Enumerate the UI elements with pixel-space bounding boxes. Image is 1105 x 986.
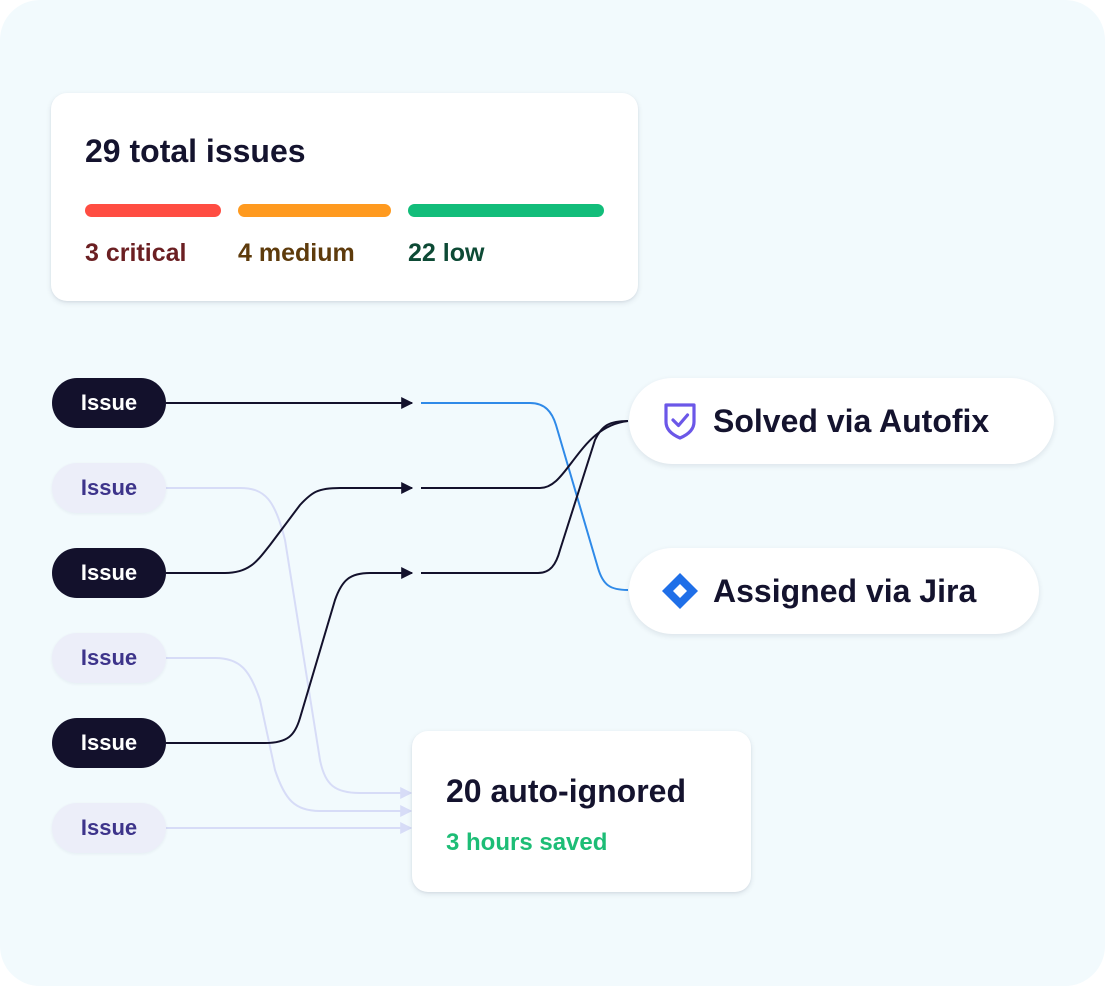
flow-middle-to-autofix-2: [421, 420, 629, 574]
severity-low-bar: [408, 204, 604, 217]
severity-critical: 3 critical: [85, 204, 221, 268]
flow-issue-5-to-middle: [166, 567, 414, 744]
severity-low: 22 low: [408, 204, 604, 268]
issue-pill-2[interactable]: Issue: [52, 463, 166, 513]
jira-diamond-icon: [660, 571, 700, 611]
flow-issue-2-to-ignored: [166, 487, 413, 799]
issue-summary-card: 29 total issues 3 critical 4 medium 22 l…: [51, 93, 638, 301]
outcome-jira-label: Assigned via Jira: [713, 572, 977, 609]
severity-critical-label: 3 critical: [85, 239, 187, 267]
severity-critical-bar: [85, 204, 221, 217]
time-saved-label: 3 hours saved: [446, 829, 608, 856]
flow-middle-to-autofix-1: [421, 420, 629, 489]
outcome-autofix-label: Solved via Autofix: [713, 402, 990, 439]
flow-issue-3-to-middle: [166, 482, 414, 574]
severity-medium-bar: [238, 204, 391, 217]
flow-middle-to-jira: [421, 402, 629, 591]
issue-pill-4[interactable]: Issue: [52, 633, 166, 683]
severity-low-label: 22 low: [408, 239, 485, 267]
issue-pill-1[interactable]: Issue: [52, 378, 166, 428]
shield-check-icon: [660, 401, 700, 441]
issue-pill-6[interactable]: Issue: [52, 803, 166, 853]
severity-medium: 4 medium: [238, 204, 391, 268]
flow-issue-4-to-ignored: [166, 657, 413, 817]
severity-medium-label: 4 medium: [238, 239, 355, 267]
auto-ignored-card: 20 auto-ignored 3 hours saved: [412, 731, 751, 892]
summary-title: 29 total issues: [85, 133, 306, 169]
auto-ignored-title: 20 auto-ignored: [446, 773, 687, 809]
issue-pill-3[interactable]: Issue: [52, 548, 166, 598]
outcome-jira[interactable]: Assigned via Jira: [629, 548, 1039, 634]
outcome-autofix[interactable]: Solved via Autofix: [629, 378, 1054, 464]
issue-pill-5[interactable]: Issue: [52, 718, 166, 768]
